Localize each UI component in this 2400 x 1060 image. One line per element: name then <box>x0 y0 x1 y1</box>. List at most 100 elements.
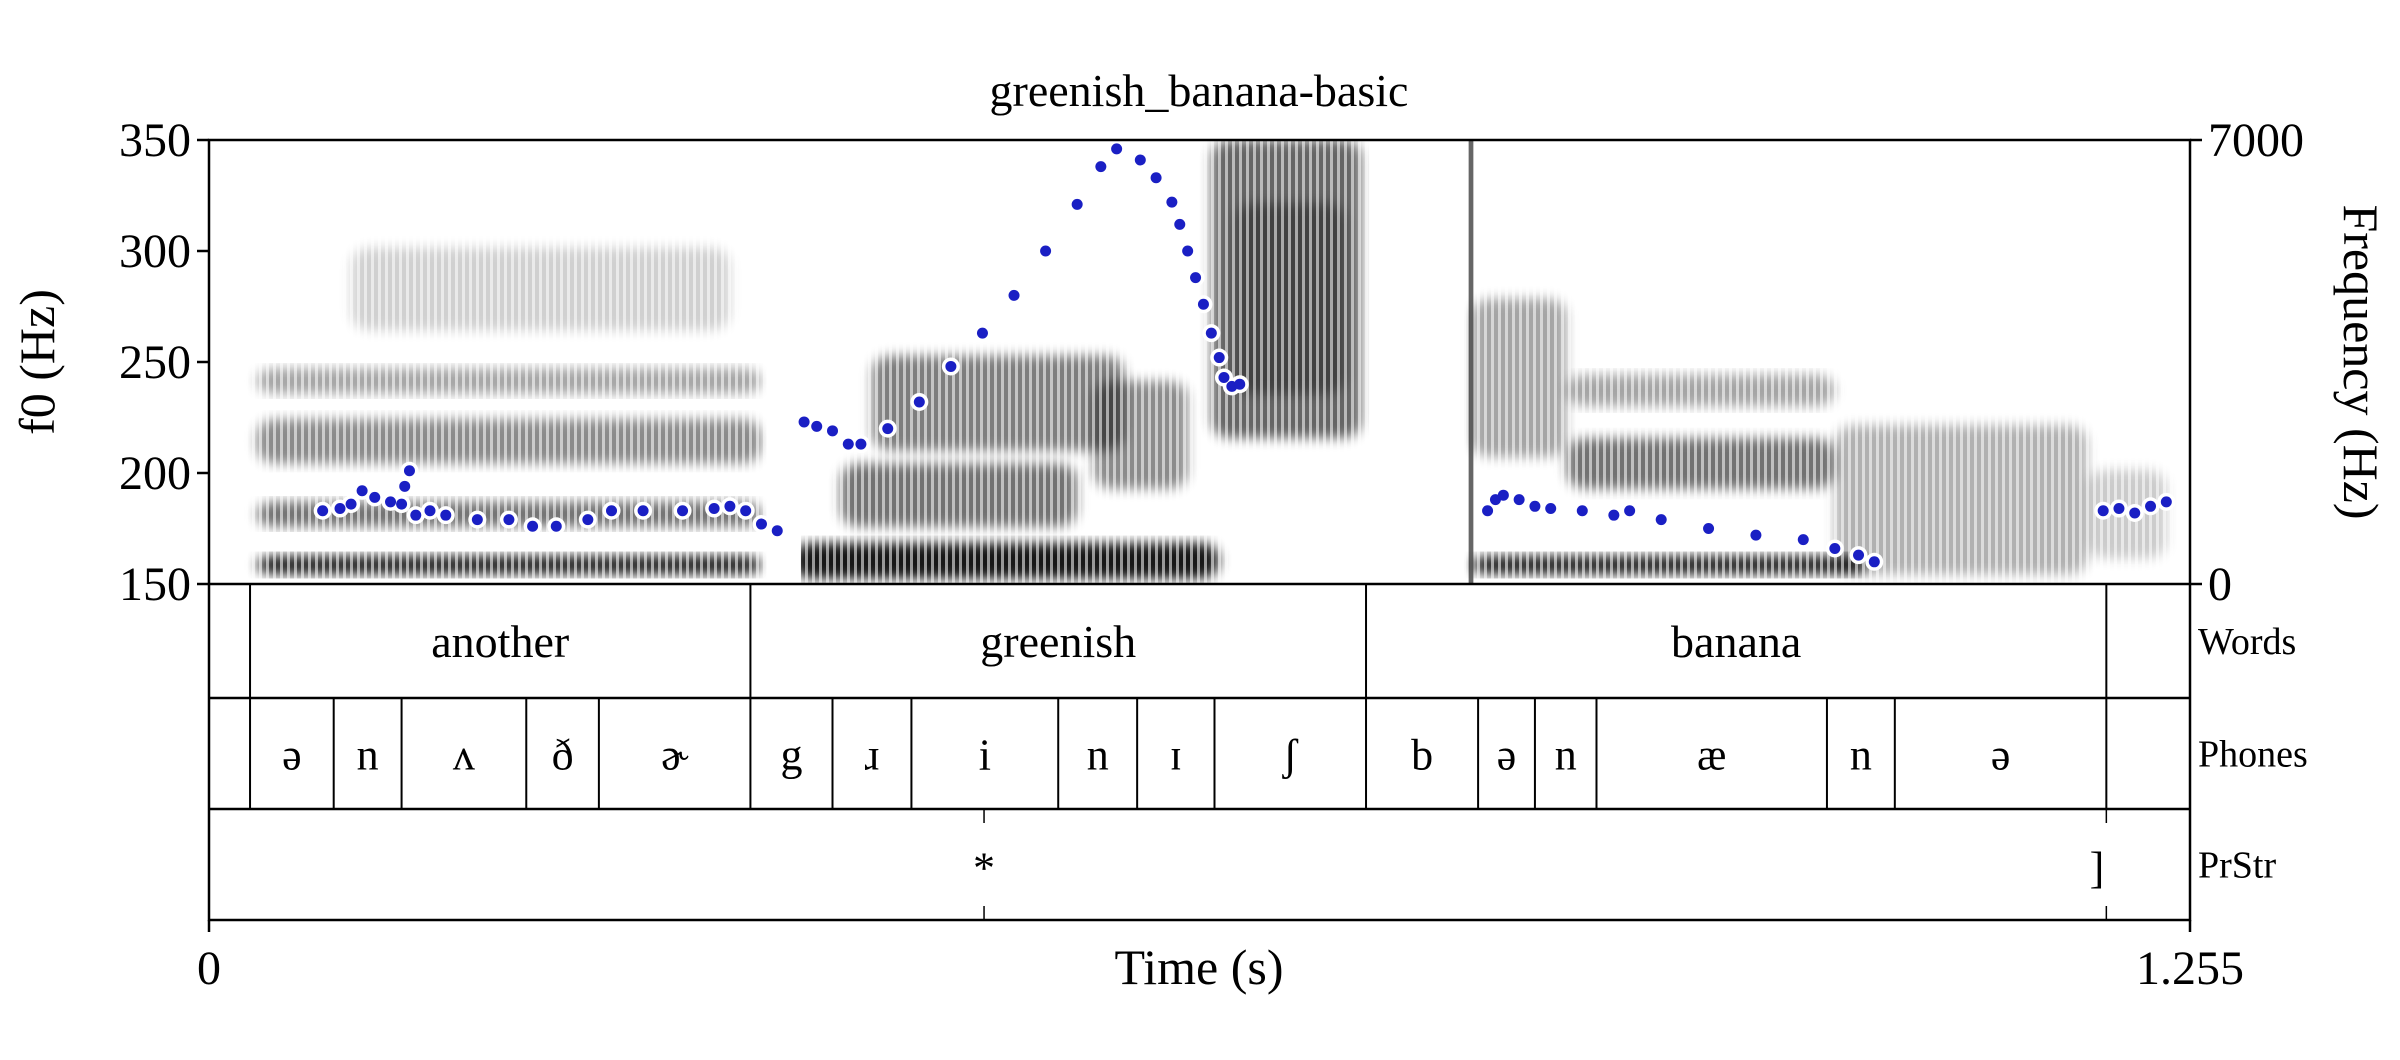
word-label: greenish <box>980 616 1136 667</box>
pitch-point <box>2097 505 2109 517</box>
annotation-tiers: Words another greenish banana Phones ə n ʌ ð ɚ g ɹ i… <box>249 584 2308 920</box>
pitch-point <box>1750 529 1762 541</box>
pitch-point <box>1182 245 1194 257</box>
pitch-point <box>1205 327 1217 339</box>
word-label: banana <box>1671 616 1801 667</box>
pitch-point <box>771 525 783 537</box>
pitch-point <box>369 491 381 503</box>
pitch-point <box>2129 507 2141 519</box>
pitch-point <box>334 503 346 515</box>
spectrogram-gap <box>1369 140 1464 584</box>
pitch-point <box>1655 514 1667 526</box>
pitch-point <box>424 505 436 517</box>
pitch-point <box>827 425 839 437</box>
pitch-point <box>1797 534 1809 546</box>
phone-label: n <box>1087 731 1109 780</box>
y-tick-label-left: 350 <box>119 114 191 167</box>
tier-name-phones: Phones <box>2198 734 2308 776</box>
pitch-point <box>637 505 649 517</box>
phone-label: g <box>780 731 802 780</box>
pitch-point <box>740 505 752 517</box>
y-tick-label-left: 200 <box>119 447 191 500</box>
phone-label: n <box>1850 731 1872 780</box>
y-axis-label-right: Frequency (Hz) <box>2333 204 2389 519</box>
word-label: another <box>431 616 569 667</box>
pitch-point <box>396 498 408 510</box>
tier-name-prstr: PrStr <box>2198 845 2276 887</box>
pitch-point <box>1071 198 1083 210</box>
pitch-point <box>976 327 988 339</box>
x-tick-label: 1.255 <box>2136 942 2244 995</box>
chart-title: greenish_banana-basic <box>990 65 1409 116</box>
phone-label: ð <box>552 731 574 780</box>
phone-label: ʌ <box>453 731 475 780</box>
pitch-point <box>882 423 894 435</box>
x-axis-ticks: 0 1.255 <box>197 942 2244 995</box>
plot-frame <box>197 138 2202 932</box>
spectrogram-gap <box>766 140 801 584</box>
pitch-point <box>399 480 411 492</box>
spectrogram <box>209 140 2190 584</box>
pitch-point <box>1197 298 1209 310</box>
prstr-label: * <box>973 844 995 893</box>
phone-label: ʃ <box>1282 731 1299 780</box>
phone-label: n <box>1555 731 1577 780</box>
pitch-point <box>1868 556 1880 568</box>
pitch-point <box>1853 549 1865 561</box>
pitch-point <box>1234 378 1246 390</box>
pitch-point <box>1150 172 1162 184</box>
phone-label: ɪ <box>1170 731 1182 780</box>
pitch-point <box>1213 352 1225 364</box>
outer-frame <box>207 138 2192 922</box>
left-axis-ticks: 150 200 250 300 350 <box>119 114 191 611</box>
pitch-point <box>1218 372 1230 384</box>
prstr-label: ] <box>2090 844 2105 893</box>
phone-label: ə <box>282 731 302 780</box>
pitch-point <box>1576 505 1588 517</box>
pitch-point <box>2113 503 2125 515</box>
pitch-point <box>913 396 925 408</box>
pitch-point <box>550 520 562 532</box>
pitch-point <box>345 498 357 510</box>
pitch-point <box>403 465 415 477</box>
pitch-point <box>527 520 539 532</box>
spectrogram-striations <box>209 140 2190 584</box>
pitch-point <box>356 485 368 497</box>
spectrogram-burst <box>1468 140 1474 584</box>
pitch-point <box>1545 503 1557 515</box>
y-tick-label-right: 0 <box>2208 558 2232 611</box>
pitch-point <box>1529 500 1541 512</box>
pitch-point <box>503 514 515 526</box>
pitch-point <box>1040 245 1052 257</box>
phone-label: i <box>979 731 991 780</box>
y-tick-label-left: 300 <box>119 225 191 278</box>
right-axis-ticks: 0 7000 <box>2208 114 2304 611</box>
pitch-point <box>1166 196 1178 208</box>
pitch-point <box>1703 523 1715 534</box>
pitch-point <box>1111 143 1123 155</box>
phone-label: ɚ <box>661 731 689 780</box>
pitch-point <box>1095 161 1107 173</box>
y-tick-label-left: 250 <box>119 336 191 389</box>
tier-name-words: Words <box>2198 621 2296 663</box>
pitch-point <box>1190 272 1202 284</box>
pitch-point <box>2145 500 2157 512</box>
pitch-point <box>582 514 594 526</box>
pitch-point <box>1482 505 1494 517</box>
phone-label: ə <box>1991 731 2011 780</box>
pitch-point <box>317 505 329 517</box>
y-tick-label-right: 7000 <box>2208 114 2304 167</box>
pitch-point <box>1134 154 1146 166</box>
pitch-point <box>945 360 957 372</box>
pitch-point <box>842 438 854 450</box>
phone-label: ɹ <box>865 731 880 780</box>
phone-label: b <box>1411 731 1433 780</box>
pitch-track <box>313 139 2176 571</box>
pitch-point <box>1608 509 1620 521</box>
pitch-point <box>811 420 823 432</box>
pitch-point <box>1174 218 1186 230</box>
phone-label: æ <box>1697 731 1726 780</box>
x-axis-label: Time (s) <box>1114 939 1283 995</box>
pitch-point <box>855 438 867 450</box>
pitch-point <box>755 518 767 530</box>
